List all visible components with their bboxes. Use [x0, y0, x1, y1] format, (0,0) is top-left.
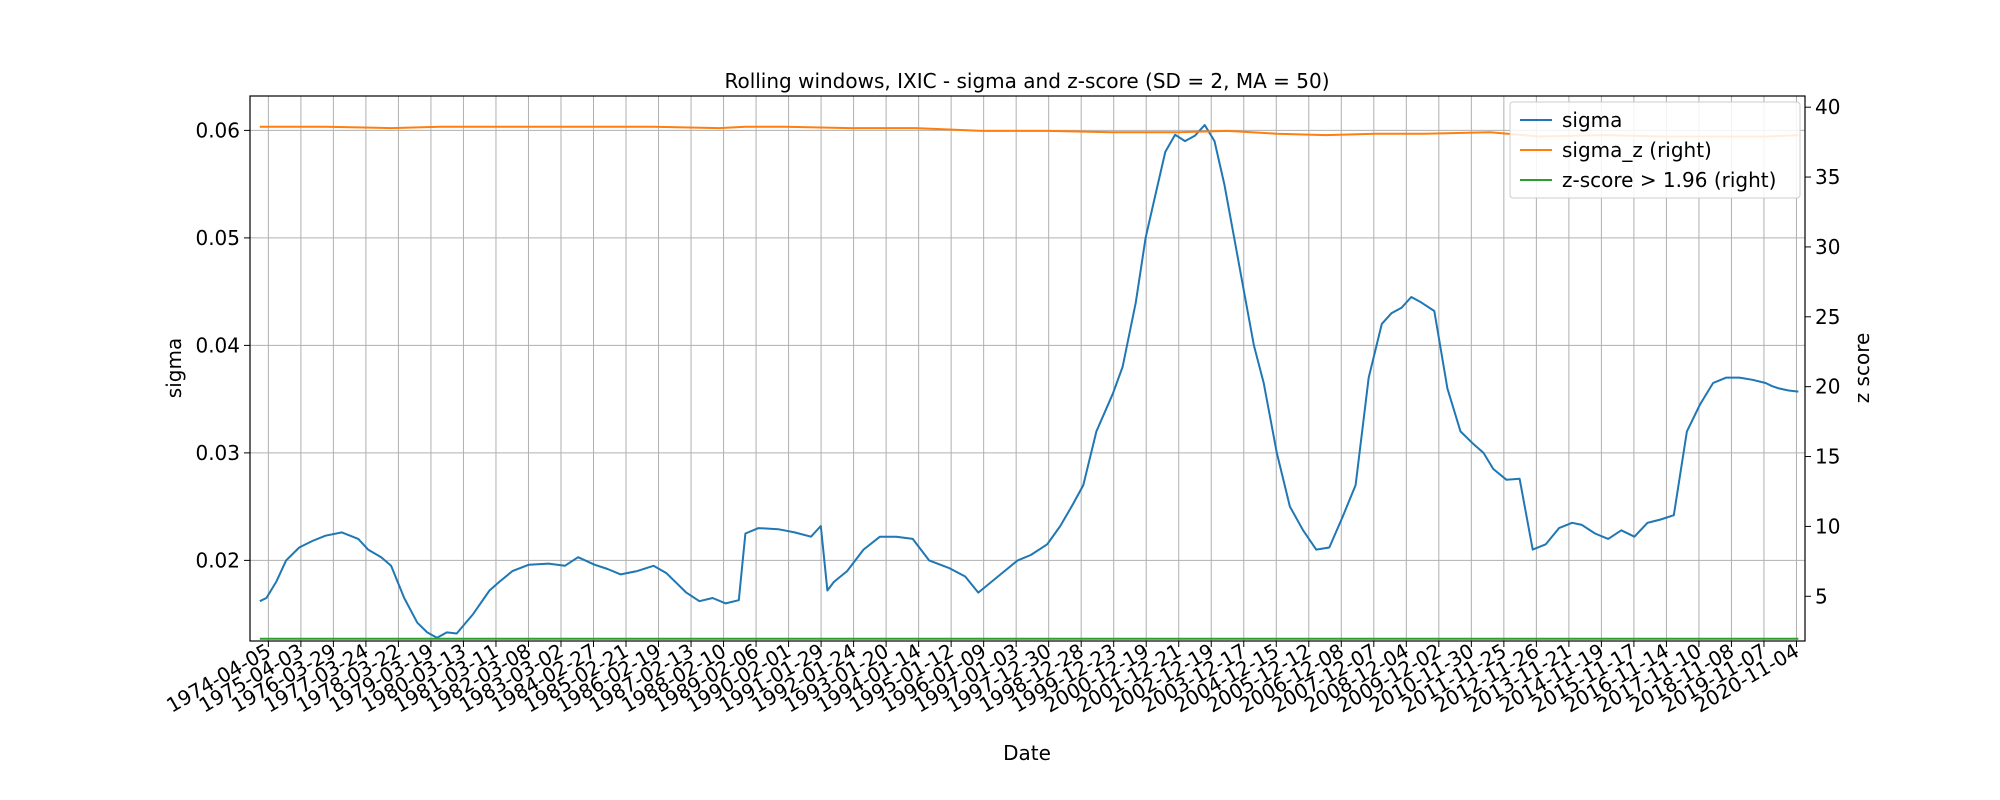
y-right-tick-label: 25 [1815, 305, 1840, 329]
legend: sigma sigma_z (right) z-score > 1.96 (ri… [1509, 101, 1801, 199]
y-left-tick-label: 0.04 [195, 333, 240, 357]
legend-label-sigma: sigma [1562, 108, 1622, 132]
legend-label-zscore: z-score > 1.96 (right) [1562, 168, 1776, 192]
y-right-axis-label: z score [1850, 333, 1874, 404]
plot-frame [249, 95, 1806, 642]
y-left-tick-label: 0.06 [195, 118, 240, 142]
y-left-tick-label: 0.03 [195, 441, 240, 465]
y-right-tick-label: 20 [1815, 375, 1840, 399]
y-right-tick-label: 35 [1815, 165, 1840, 189]
x-axis-label: Date [1003, 741, 1051, 765]
legend-box [1509, 101, 1801, 199]
y-right-tick-label: 5 [1815, 584, 1828, 608]
y-right-tick-label: 30 [1815, 235, 1840, 259]
legend-label-sigma-z: sigma_z (right) [1562, 138, 1712, 162]
x-ticks: 1974-04-051975-04-031976-03-291977-03-24… [162, 639, 1803, 718]
y-right-ticks: 5 10 15 20 25 30 35 40 [1805, 95, 1840, 608]
y-right-tick-label: 40 [1815, 95, 1840, 119]
y-left-ticks: 0.02 0.03 0.04 0.05 0.06 [195, 118, 250, 572]
series-layer [259, 124, 1799, 640]
y-axis-label: sigma [162, 338, 186, 398]
y-right-tick-label: 10 [1815, 514, 1840, 538]
y-left-tick-label: 0.02 [195, 548, 240, 572]
x-grid [267, 96, 1797, 641]
series-line-0 [259, 124, 1799, 639]
chart-title: Rolling windows, IXIC - sigma and z-scor… [724, 69, 1329, 93]
y-left-tick-label: 0.05 [195, 226, 240, 250]
y-right-tick-label: 15 [1815, 445, 1840, 469]
